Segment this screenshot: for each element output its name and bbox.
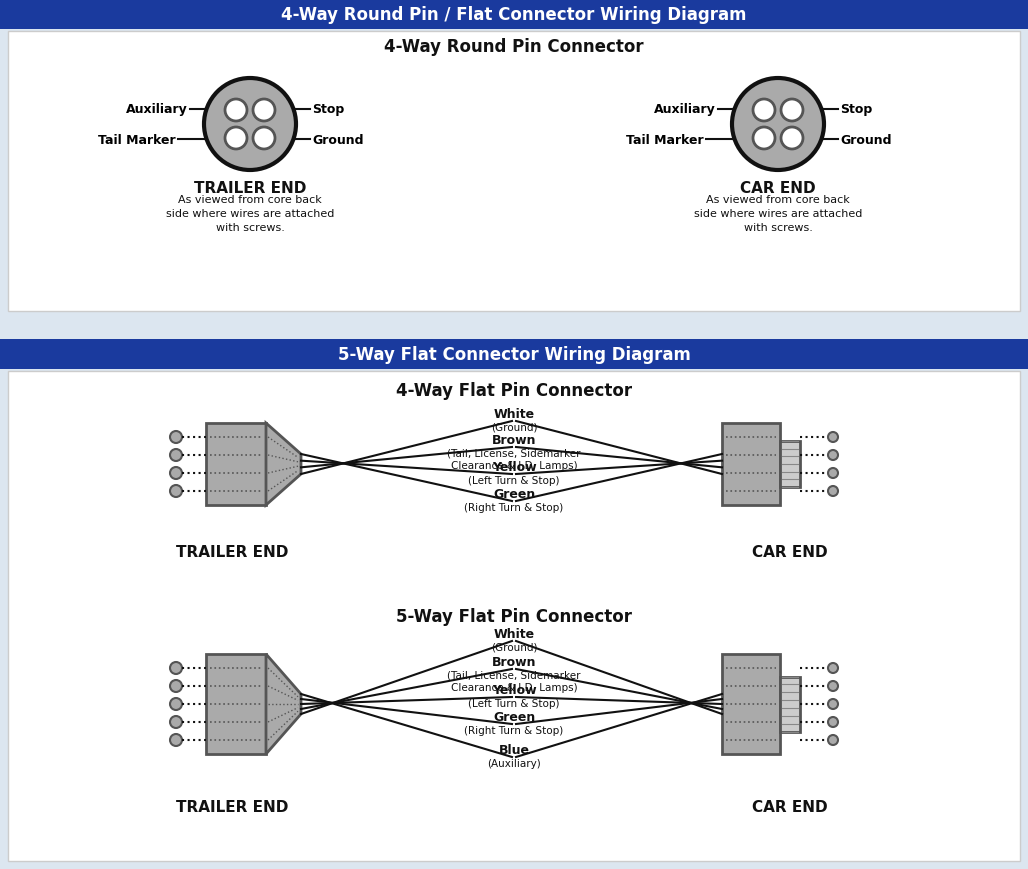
Text: (Right Turn & Stop): (Right Turn & Stop)	[465, 502, 563, 513]
Text: 5-Way Flat Pin Connector: 5-Way Flat Pin Connector	[396, 607, 632, 626]
Bar	[780, 677, 800, 732]
Text: Blue: Blue	[499, 743, 529, 756]
Text: (Tail, License, Sidemarker
Clearance & I.D. Lamps): (Tail, License, Sidemarker Clearance & I…	[447, 448, 581, 470]
Text: As viewed from core back
side where wires are attached
with screws.: As viewed from core back side where wire…	[694, 195, 862, 233]
Circle shape	[752, 100, 775, 122]
Bar	[722, 654, 780, 754]
Text: Auxiliary: Auxiliary	[654, 103, 715, 116]
Circle shape	[225, 100, 247, 122]
Text: (Ground): (Ground)	[490, 422, 538, 433]
Circle shape	[752, 128, 775, 149]
Bar	[0, 0, 1028, 30]
Text: (Tail, License, Sidemarker
Clearance & I.D. Lamps): (Tail, License, Sidemarker Clearance & I…	[447, 670, 581, 692]
Text: Yellow: Yellow	[491, 461, 537, 474]
Circle shape	[828, 717, 838, 727]
Bar	[206, 423, 266, 506]
Circle shape	[828, 450, 838, 461]
Text: TRAILER END: TRAILER END	[176, 799, 288, 814]
Circle shape	[170, 449, 182, 461]
Text: Green: Green	[492, 710, 536, 723]
Text: Green: Green	[492, 488, 536, 501]
Text: 4-Way Round Pin / Flat Connector Wiring Diagram: 4-Way Round Pin / Flat Connector Wiring …	[282, 6, 746, 24]
Circle shape	[170, 468, 182, 480]
Bar	[780, 442, 800, 487]
Text: Stop: Stop	[313, 103, 344, 116]
Bar	[8, 372, 1020, 861]
Text: Brown: Brown	[491, 434, 537, 447]
Circle shape	[828, 468, 838, 479]
Text: CAR END: CAR END	[752, 799, 828, 814]
Text: 4-Way Flat Pin Connector: 4-Way Flat Pin Connector	[396, 381, 632, 400]
Text: Tail Marker: Tail Marker	[99, 133, 176, 146]
Circle shape	[253, 128, 276, 149]
Text: (Right Turn & Stop): (Right Turn & Stop)	[465, 725, 563, 735]
Text: Stop: Stop	[840, 103, 872, 116]
Text: Ground: Ground	[840, 133, 891, 146]
Bar	[722, 423, 780, 506]
Text: CAR END: CAR END	[752, 544, 828, 560]
Circle shape	[828, 735, 838, 745]
Circle shape	[732, 79, 824, 171]
Circle shape	[170, 734, 182, 746]
Circle shape	[828, 681, 838, 691]
Circle shape	[828, 663, 838, 673]
Text: CAR END: CAR END	[740, 181, 816, 196]
Circle shape	[828, 700, 838, 709]
Text: (Ground): (Ground)	[490, 642, 538, 653]
Circle shape	[781, 100, 803, 122]
Bar	[206, 654, 266, 754]
Circle shape	[170, 486, 182, 497]
Text: Brown: Brown	[491, 655, 537, 668]
Circle shape	[170, 716, 182, 728]
Text: (Auxiliary): (Auxiliary)	[487, 758, 541, 768]
Circle shape	[828, 487, 838, 496]
Text: Yellow: Yellow	[491, 683, 537, 696]
Text: (Left Turn & Stop): (Left Turn & Stop)	[468, 475, 560, 486]
Circle shape	[828, 433, 838, 442]
Text: Tail Marker: Tail Marker	[626, 133, 704, 146]
Text: White: White	[493, 627, 535, 640]
Text: 5-Way Flat Connector Wiring Diagram: 5-Way Flat Connector Wiring Diagram	[337, 346, 691, 363]
Bar	[0, 340, 1028, 369]
Polygon shape	[266, 654, 301, 754]
Circle shape	[170, 662, 182, 674]
Text: 4-Way Round Pin Connector: 4-Way Round Pin Connector	[384, 38, 644, 56]
Circle shape	[170, 698, 182, 710]
Circle shape	[170, 680, 182, 693]
Text: TRAILER END: TRAILER END	[194, 181, 306, 196]
Text: As viewed from core back
side where wires are attached
with screws.: As viewed from core back side where wire…	[166, 195, 334, 233]
Text: Ground: Ground	[313, 133, 364, 146]
Circle shape	[781, 128, 803, 149]
Text: Auxiliary: Auxiliary	[126, 103, 188, 116]
Text: (Left Turn & Stop): (Left Turn & Stop)	[468, 698, 560, 708]
Circle shape	[170, 432, 182, 443]
Circle shape	[204, 79, 296, 171]
Circle shape	[225, 128, 247, 149]
Polygon shape	[266, 423, 301, 506]
Text: TRAILER END: TRAILER END	[176, 544, 288, 560]
Circle shape	[253, 100, 276, 122]
Bar	[8, 32, 1020, 312]
Text: White: White	[493, 408, 535, 421]
